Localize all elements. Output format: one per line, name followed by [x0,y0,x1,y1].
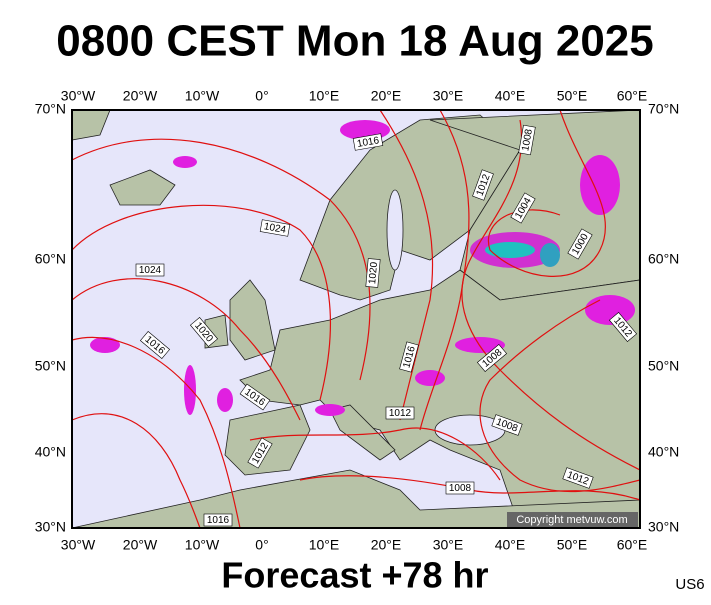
top-axis-label: 50°E [557,88,588,104]
isobar-label-box [385,406,415,420]
top-axis-label: 20°E [371,88,402,104]
isobar-label-text: 1008 [520,128,535,152]
copyright-box [507,512,638,527]
bottom-axis-label: 0° [255,537,268,553]
right-axis-label: 30°N [648,519,679,535]
top-axis-label: 30°W [61,88,96,104]
bottom-axis-label: 40°E [495,537,526,553]
isobar-label-box [491,414,523,436]
bottom-axis-label: 60°E [617,537,648,553]
isobar-label-box [203,513,233,527]
isobar-label-box [352,133,384,151]
isobar-label: 1008 [518,124,536,156]
axes: 30°W 20°W 10°W 0° 10°E 20°E 30°E 40°E 50°E 60°E30… [35,88,680,553]
isobar-label-box [139,330,171,360]
isobar-label-text: 1012 [389,408,412,419]
right-axis-label: 70°N [648,101,679,117]
isobar-label: 1024 [259,219,291,237]
model-code: US6 [675,576,704,593]
isobar-label-box [608,311,638,343]
left-axis-label: 60°N [35,251,66,267]
isobars [71,109,641,529]
isobar-label: 1016 [352,133,384,151]
isobar-label-text: 1020 [367,261,380,285]
forecast-label: Forecast +78 hr [221,555,488,596]
isobar-label-box [135,263,165,277]
right-axis-label: 50°N [648,358,679,374]
isobar-label-text: 1024 [263,221,287,236]
left-axis-label: 30°N [35,519,66,535]
left-axis-label: 70°N [35,101,66,117]
top-axis-label: 40°E [495,88,526,104]
isobar-label-box [567,228,593,260]
title: 0800 CEST Mon 18 Aug 2025 [56,17,653,66]
bottom-axis-label: 10°W [185,537,220,553]
isobar-label-box [189,316,219,348]
bottom-axis-label: 10°E [309,537,340,553]
right-axis-label: 60°N [648,251,679,267]
isobar-label-text: 1016 [356,135,380,150]
isobar-label-box [259,219,291,237]
isobar-label-box [518,124,536,156]
left-axis-label: 50°N [35,358,66,374]
isobar-label-box [562,467,594,489]
bottom-axis-label: 50°E [557,537,588,553]
isobar-label-box [510,192,536,224]
isobar-label-box [472,169,494,201]
top-axis-label: 0° [255,88,268,104]
isobar-label-box [476,343,508,373]
isobar-label-box [365,258,381,288]
bottom-axis-label: 30°W [61,537,96,553]
isobar-label: 1012 [385,406,415,420]
isobar-label-text: 1016 [207,515,230,526]
top-axis-label: 30°E [433,88,464,104]
top-axis-label: 60°E [617,88,648,104]
top-axis-label: 20°W [123,88,158,104]
map-frame [71,109,641,529]
right-axis-label: 40°N [648,444,679,460]
copyright: Copyright metvuw.com [516,514,627,526]
isobar-label-box [445,481,475,495]
top-axis-label: 10°E [309,88,340,104]
isobar-label: 1020 [365,258,381,288]
isobar-label-box [399,341,419,373]
isobar-label-text: 1024 [139,265,162,276]
isobar-label: 1016 [203,513,233,527]
isobar-label-text: 1008 [449,483,472,494]
isobar-label-box [247,437,273,469]
bottom-axis-label: 30°E [433,537,464,553]
top-axis-label: 10°W [185,88,220,104]
isobar-label: 1008 [445,481,475,495]
precipitation [90,120,635,416]
isobar-label: 1024 [135,263,165,277]
isobar-label: 1016 [399,341,419,373]
isobar-label-box [239,383,271,411]
bottom-axis-label: 20°W [123,537,158,553]
bottom-axis-label: 20°E [371,537,402,553]
left-axis-label: 40°N [35,444,66,460]
